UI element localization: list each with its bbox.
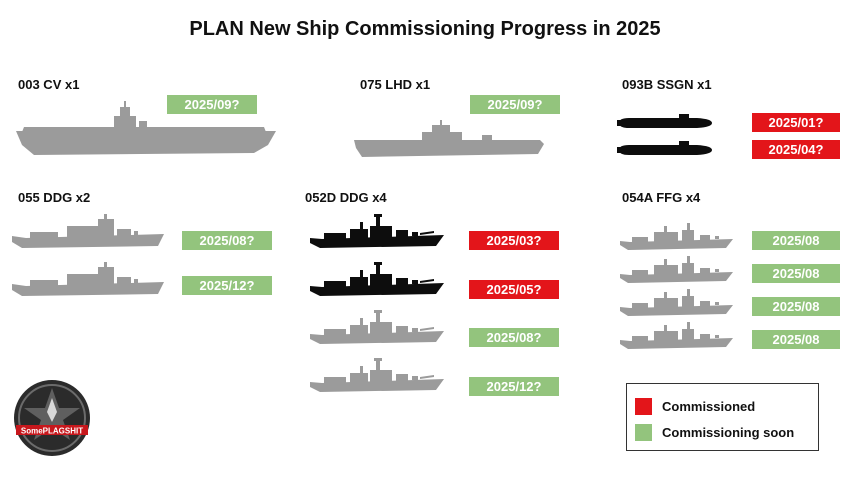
group-label-055-ddg: 055 DDG x2 (18, 190, 91, 205)
destroyer-052d-icon (310, 358, 444, 394)
status-tag-052d-2: 2025/05? (469, 280, 559, 299)
destroyer-055-icon (12, 214, 164, 249)
submarine-icon (617, 141, 712, 158)
legend-label-soon: Commissioning soon (662, 424, 795, 440)
status-tag-093b-1: 2025/01? (752, 113, 840, 132)
status-tag-075-lhd: 2025/09? (470, 95, 560, 114)
status-tag-054a-3: 2025/08 (752, 297, 840, 316)
destroyer-052d-icon (310, 262, 444, 298)
legend-swatch-red (635, 397, 652, 415)
frigate-054a-icon (620, 289, 733, 317)
legend-item-soon: Commissioning soon (635, 423, 794, 441)
group-label-093b-ssgn: 093B SSGN x1 (622, 77, 712, 92)
group-label-003-cv: 003 CV x1 (18, 77, 80, 92)
legend-item-commissioned: Commissioned (635, 397, 755, 415)
group-label-054a-ffg: 054A FFG x4 (622, 190, 701, 205)
legend: Commissioned Commissioning soon (626, 383, 819, 451)
destroyer-052d-icon (310, 214, 444, 250)
submarine-icon (617, 114, 712, 131)
destroyer-055-icon (12, 262, 164, 297)
status-tag-054a-4: 2025/08 (752, 330, 840, 349)
status-tag-093b-2: 2025/04? (752, 140, 840, 159)
status-tag-052d-3: 2025/08? (469, 328, 559, 347)
status-tag-052d-1: 2025/03? (469, 231, 559, 250)
group-label-052d-ddg: 052D DDG x4 (305, 190, 387, 205)
status-tag-052d-4: 2025/12? (469, 377, 559, 396)
status-tag-055-2: 2025/12? (182, 276, 272, 295)
chart-title: PLAN New Ship Commissioning Progress in … (189, 18, 661, 40)
frigate-054a-icon (620, 322, 733, 350)
star-emblem-icon: SomePLAGSHIT (14, 380, 90, 456)
legend-swatch-green (635, 423, 652, 441)
logo-text: SomePLAGSHIT (21, 427, 83, 436)
frigate-054a-icon (620, 223, 733, 251)
lhd-075-icon (352, 120, 544, 160)
frigate-054a-icon (620, 256, 733, 284)
destroyer-052d-icon (310, 310, 444, 346)
status-tag-054a-1: 2025/08 (752, 231, 840, 250)
status-tag-003-cv: 2025/09? (167, 95, 257, 114)
group-label-075-lhd: 075 LHD x1 (360, 77, 431, 92)
legend-label-commissioned: Commissioned (662, 398, 756, 414)
status-tag-054a-2: 2025/08 (752, 264, 840, 283)
status-tag-055-1: 2025/08? (182, 231, 272, 250)
